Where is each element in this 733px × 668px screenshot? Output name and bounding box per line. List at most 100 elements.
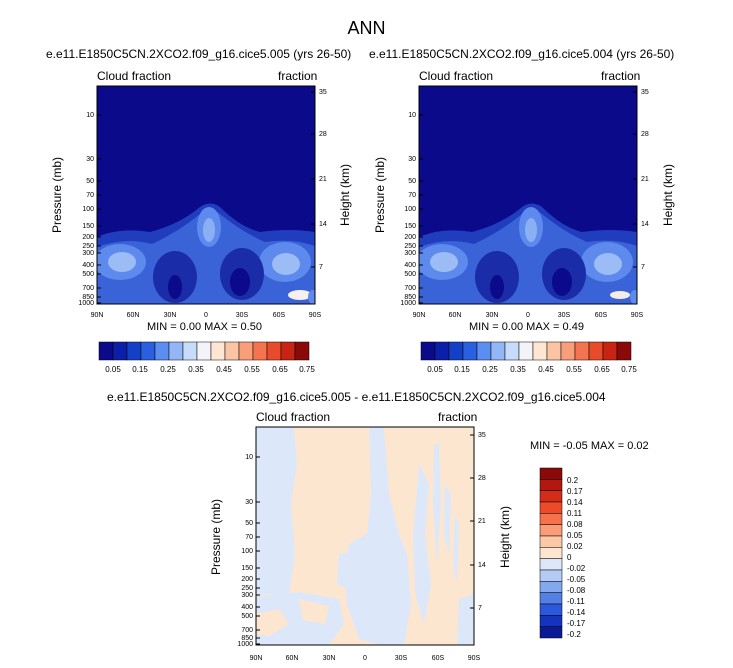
lat-tick: 60N [127, 312, 140, 319]
colorbar-swatch [588, 341, 604, 361]
panel2-pressure-ticks: 10 30 50 70 100 150 200 250 300 400 500 … [400, 112, 423, 307]
colorbar-swatch [539, 569, 563, 582]
pressure-tick: 250 [82, 243, 94, 250]
height-tick: 21 [319, 176, 327, 183]
colorbar-swatch [539, 603, 563, 616]
height-tick: 7 [641, 264, 645, 271]
height-tick: 21 [641, 176, 649, 183]
colorbar-label: 0.2 [567, 476, 579, 485]
lat-tick: 90S [309, 312, 322, 319]
colorbar-label: 0.65 [594, 365, 610, 374]
pressure-tick: 300 [82, 250, 94, 257]
height-tick: 14 [641, 221, 649, 228]
colorbar-label: -0.02 [567, 564, 586, 573]
pressure-tick: 100 [404, 206, 416, 213]
pressure-tick: 300 [404, 250, 416, 257]
colorbar-swatch [539, 547, 563, 559]
colorbar-swatch [539, 615, 563, 627]
colorbar-label: -0.08 [567, 586, 586, 595]
colorbar-swatch [574, 341, 590, 361]
colorbar-label: 0.45 [538, 365, 554, 374]
pressure-tick: 70 [86, 192, 94, 199]
pressure-tick: 500 [404, 271, 416, 278]
colorbar-label: 0.55 [566, 365, 582, 374]
height-tick: 21 [478, 518, 486, 525]
pressure-tick: 250 [404, 243, 416, 250]
colorbar-swatch [539, 513, 563, 525]
colorbar-swatch [539, 592, 563, 605]
panel2-lat-ticks: 90N 60N 30N 0 30S 60S 90S [413, 312, 644, 319]
figure-title: ANN [347, 18, 386, 38]
height-tick: 35 [478, 432, 486, 439]
lat-tick: 30S [395, 655, 408, 662]
lat-tick: 90N [250, 655, 263, 662]
height-tick: 35 [319, 89, 327, 96]
panel2-y2-axis-label: Height (km) [661, 163, 675, 227]
colorbar-swatch [182, 341, 198, 361]
panel1-pressure-ticks: 10 30 50 70 100 150 200 250 300 400 500 … [78, 112, 101, 307]
colorbar-swatch [280, 341, 296, 361]
lat-tick: 30N [164, 312, 177, 319]
lat-tick: 60S [595, 312, 608, 319]
colorbar-swatch [238, 341, 254, 361]
pressure-tick: 100 [241, 548, 253, 555]
panel3-pressure-ticks: 10 30 50 70 100 150 200 250 300 400 500 … [237, 454, 260, 648]
colorbar-label: 0.11 [567, 509, 583, 518]
colorbar-swatch [539, 467, 563, 480]
colorbar-label: 0.35 [188, 365, 204, 374]
panel3-height-ticks: 35 28 21 14 7 [470, 432, 486, 612]
colorbar-swatch [539, 581, 563, 593]
colorbar-label: 0.75 [621, 365, 637, 374]
panel1-stats: MIN = 0.00 MAX = 0.50 [147, 321, 262, 333]
pressure-tick: 1000 [237, 641, 253, 648]
pressure-tick: 70 [245, 534, 253, 541]
colorbar-swatch [210, 341, 226, 361]
panel3-y2-axis-label: Height (km) [498, 505, 512, 569]
panel2-contour-fill [419, 86, 637, 304]
panel1-contour-fill [97, 86, 315, 304]
colorbar-label: 0.05 [567, 531, 583, 540]
colorbar-swatch [462, 341, 478, 361]
pressure-tick: 50 [245, 520, 253, 527]
panel3-stats: MIN = -0.05 MAX = 0.02 [530, 440, 649, 452]
pressure-tick: 10 [245, 454, 253, 461]
colorbar-label: 0.14 [567, 498, 583, 507]
panel2-contour-plot: 10 30 50 70 100 150 200 250 300 400 500 … [400, 85, 649, 319]
panel1-case-title: e.e11.E1850C5CN.2XCO2.f09_g16.cice5.005 … [46, 47, 352, 61]
pressure-tick: 850 [241, 635, 253, 642]
lat-tick: 30S [558, 312, 571, 319]
height-tick: 14 [478, 562, 486, 569]
colorbar-swatch [154, 341, 170, 361]
colorbar-swatch [476, 341, 492, 361]
colorbar-swatch [539, 626, 563, 639]
pressure-tick: 500 [82, 271, 94, 278]
panel3-contour-fill [256, 427, 474, 645]
colorbar-label: 0.05 [427, 365, 443, 374]
panel3-right-label: fraction [438, 410, 478, 424]
lat-tick: 60S [273, 312, 286, 319]
lat-tick: 0 [526, 312, 530, 319]
panel2-colorbar: 0.05 0.15 0.25 0.35 0.45 0.55 0.65 0.75 [420, 341, 637, 374]
pressure-tick: 50 [86, 178, 94, 185]
colorbar-swatch [252, 341, 268, 361]
colorbar-label: 0.05 [105, 365, 121, 374]
colorbar-swatch [168, 341, 184, 361]
pressure-tick: 150 [404, 223, 416, 230]
colorbar-swatch [539, 490, 563, 503]
panel2-right-label: fraction [601, 69, 641, 83]
panel3-colorbar: 0.2 0.17 0.14 0.11 0.08 0.05 0.02 0 -0.0… [539, 467, 586, 639]
pressure-tick: 10 [86, 112, 94, 119]
colorbar-swatch [140, 341, 156, 361]
lat-tick: 90S [631, 312, 644, 319]
colorbar-label: -0.17 [567, 619, 586, 628]
colorbar-swatch [266, 341, 282, 361]
lat-tick: 90S [468, 655, 481, 662]
panel1-colorbar: 0.05 0.15 0.25 0.35 0.45 0.55 0.65 0.75 [98, 341, 315, 374]
colorbar-swatch [539, 479, 563, 491]
pressure-tick: 400 [82, 262, 94, 269]
panel1-height-ticks: 35 28 21 14 7 [311, 89, 327, 271]
lat-tick: 90N [413, 312, 426, 319]
colorbar-swatch [98, 341, 114, 361]
colorbar-label: -0.11 [567, 597, 585, 606]
lat-tick: 0 [204, 312, 208, 319]
